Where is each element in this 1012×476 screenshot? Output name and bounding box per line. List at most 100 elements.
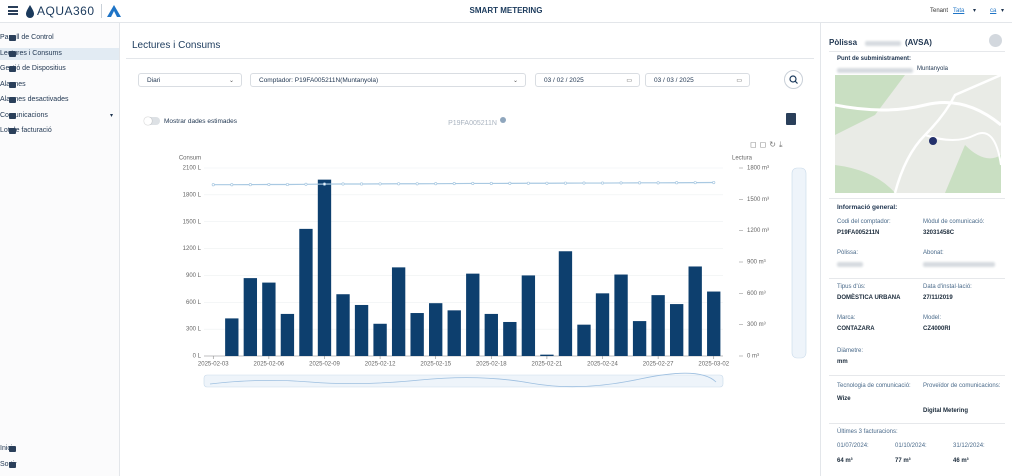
line-point (397, 183, 399, 185)
zoom-slider (204, 375, 723, 387)
x-tick-label: 2025-02-03 (198, 362, 229, 368)
field-value: 27/11/2019 (923, 295, 953, 301)
field-blur (837, 262, 863, 267)
y-tick-label: 0 L (193, 354, 202, 360)
line-point (527, 182, 529, 184)
y2-tick-label: 1200 m³ (747, 228, 769, 234)
bar (355, 305, 368, 356)
y-zoom-slider (792, 168, 806, 358)
field-label: Tecnologia de comunicació: (837, 383, 917, 389)
line-point (342, 183, 344, 185)
field-label: Marca: (837, 315, 855, 321)
bar (299, 229, 312, 356)
bar (225, 318, 238, 356)
chart-title: P19FA005211N (448, 120, 497, 127)
field-label: Abonat: (923, 250, 944, 256)
field-label: Mòdul de comunicació: (923, 219, 984, 225)
bar (577, 325, 590, 356)
y2-tick-label: 300 m³ (747, 322, 766, 328)
bar (429, 303, 442, 356)
y2-tick-label: 1500 m³ (747, 197, 769, 203)
field-value: CONTAZARA (837, 326, 875, 332)
field-blur (923, 262, 995, 267)
y2-tick-label: 1800 m³ (747, 166, 769, 172)
bar (373, 324, 386, 356)
field-value: Wize (837, 396, 851, 402)
map-graphic (835, 75, 1001, 193)
line-point (472, 182, 474, 184)
line-point (713, 181, 715, 183)
x-tick-label: 2025-02-09 (309, 362, 340, 368)
bar (614, 275, 627, 356)
line-point (231, 184, 233, 186)
line-point (360, 183, 362, 185)
billing-value: 64 m³ (837, 458, 853, 464)
billing-value: 46 m³ (953, 458, 969, 464)
x-tick-label: 2025-02-06 (254, 362, 285, 368)
bar (485, 314, 498, 356)
billing-value: 77 m³ (895, 458, 911, 464)
x-tick-label: 2025-02-24 (587, 362, 618, 368)
line-point (601, 182, 603, 184)
x-tick-label: 2025-02-12 (365, 362, 396, 368)
x-tick-label: 2025-02-18 (476, 362, 507, 368)
field-value: P19FA005211N (837, 230, 879, 236)
x-tick-label: 2025-02-21 (532, 362, 563, 368)
bar (336, 294, 349, 356)
supply-blur (837, 68, 913, 73)
panel-title-blur (865, 41, 901, 46)
line-point (305, 183, 307, 185)
separator (829, 375, 1005, 376)
line-point (268, 183, 270, 185)
y-tick-label: 600 L (186, 300, 202, 306)
bar (281, 314, 294, 356)
bar (559, 251, 572, 356)
bar (522, 275, 535, 356)
bar (651, 295, 664, 356)
panel-collapse[interactable] (989, 34, 1002, 47)
field-label: Data d'instal·lació: (923, 284, 972, 290)
bar (503, 322, 516, 356)
line-point (286, 183, 288, 185)
bar (318, 180, 331, 356)
field-label: Pòlissa: (837, 250, 858, 256)
supply-value: Muntanyola (917, 66, 948, 72)
line-point (509, 182, 511, 184)
billing-label: Últimes 3 facturacions: (837, 429, 898, 435)
y2-axis-title: Lectura (732, 156, 753, 162)
line-point (212, 184, 214, 186)
y-tick-label: 1800 L (183, 192, 202, 198)
bar (244, 278, 257, 356)
bar (448, 310, 461, 356)
bar (689, 266, 702, 356)
line-point (453, 182, 455, 184)
x-tick-label: 2025-02-27 (643, 362, 674, 368)
line-point (323, 183, 325, 185)
line-point (416, 183, 418, 185)
field-value: DOMÈSTICA URBANA (837, 295, 900, 301)
separator (829, 423, 1005, 424)
field-label: Proveïdor de comunicacions: (923, 383, 1003, 389)
separator (829, 198, 1005, 199)
bar (466, 274, 479, 356)
x-tick-label: 2025-02-15 (420, 362, 451, 368)
y2-tick-label: 600 m³ (747, 291, 766, 297)
line-point (379, 183, 381, 185)
bar (410, 313, 423, 356)
bar (262, 283, 275, 356)
billing-date: 01/10/2024: (895, 443, 927, 449)
field-label: Model: (923, 315, 941, 321)
billing-date: 01/07/2024: (837, 443, 869, 449)
line-point (657, 182, 659, 184)
separator (829, 51, 1005, 52)
general-label: Informació general: (837, 204, 897, 211)
separator (829, 278, 1005, 279)
line-point (638, 182, 640, 184)
line-point (583, 182, 585, 184)
line-point (620, 182, 622, 184)
field-label: Codi del comptador: (837, 219, 891, 225)
info-icon (500, 117, 506, 123)
page: AQUA360 SMART METERING Tenant Tata ▾ ca … (0, 0, 1012, 476)
billing-date: 31/12/2024: (953, 443, 985, 449)
supply-label: Punt de subministrament: (837, 56, 911, 62)
